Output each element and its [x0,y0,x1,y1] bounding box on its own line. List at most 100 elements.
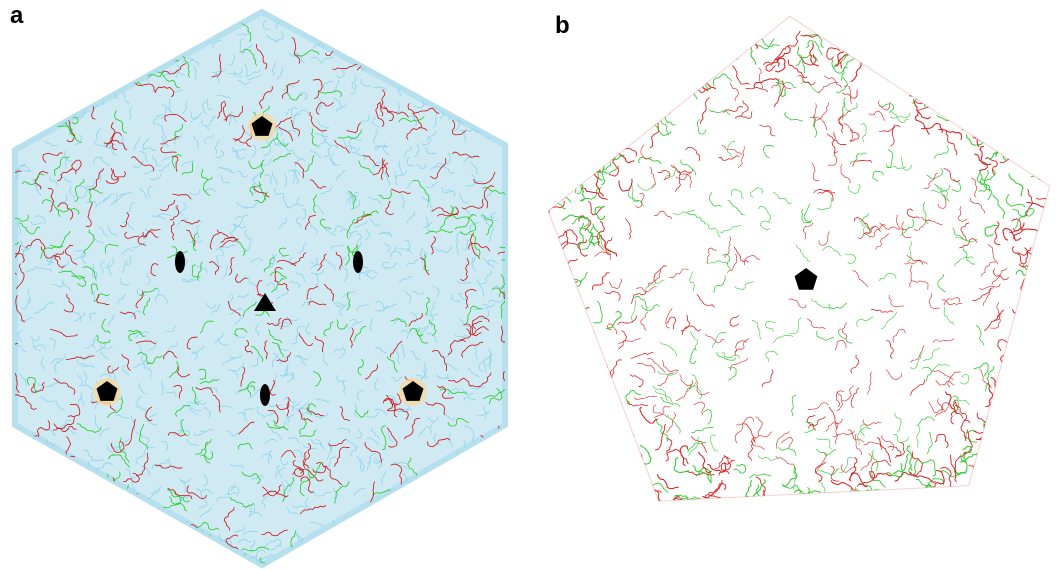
protein-trace [77,534,86,542]
protein-trace [76,79,89,83]
protein-trace [727,505,749,514]
protein-trace [428,51,437,61]
protein-trace [745,87,768,92]
protein-trace [727,254,737,273]
protein-trace [34,84,46,91]
protein-trace [625,218,631,239]
protein-trace [414,542,422,550]
protein-trace [44,493,57,498]
protein-trace [746,516,767,526]
protein-trace [1037,314,1060,322]
protein-trace [710,500,738,505]
protein-trace [816,516,839,525]
protein-trace [131,526,138,536]
protein-trace [703,410,712,425]
protein-trace [697,382,709,395]
protein-trace [853,160,872,166]
protein-trace [19,33,28,43]
protein-trace [426,32,435,42]
protein-trace [679,174,691,188]
protein-trace [971,178,977,198]
protein-trace [443,63,456,65]
protein-trace [824,528,845,541]
protein-trace [29,539,38,548]
protein-trace [980,122,998,141]
protein-trace [417,46,422,59]
protein-trace [918,48,944,56]
protein-trace [566,363,589,374]
protein-trace [743,522,759,539]
protein-trace [841,164,850,183]
protein-trace [709,192,721,206]
protein-trace [742,480,751,507]
protein-trace [202,15,208,28]
protein-trace [1042,231,1052,245]
protein-trace [1009,125,1012,152]
protein-trace [658,497,680,514]
protein-trace [478,494,491,499]
protein-trace [927,432,932,454]
protein-trace [944,307,954,326]
protein-trace [410,14,417,26]
protein-trace [1012,312,1025,336]
protein-trace [23,25,28,36]
protein-trace [722,352,740,358]
protein-trace [676,171,681,192]
protein-trace [94,542,101,549]
protein-trace [889,295,904,307]
protein-trace [197,563,210,569]
protein-trace [827,545,840,569]
protein-trace [245,1,253,13]
protein-trace [842,322,847,341]
protein-trace [710,435,718,451]
protein-trace [421,536,433,543]
protein-trace [614,146,635,163]
protein-trace [550,184,571,202]
protein-trace [51,489,54,502]
protein-trace [681,160,695,176]
protein-trace [486,454,489,468]
protein-trace [123,59,127,72]
protein-trace [905,495,912,521]
protein-trace [664,74,686,87]
protein-trace [751,38,757,64]
protein-trace [696,510,708,525]
protein-trace [472,514,484,523]
protein-trace [453,538,463,548]
protein-trace [781,438,792,449]
protein-trace [968,99,983,110]
protein-trace [968,87,977,109]
protein-trace [1033,415,1047,428]
protein-trace [361,39,372,56]
protein-trace [952,179,961,192]
protein-trace [863,420,882,426]
protein-trace [619,113,632,127]
protein-trace [699,452,712,473]
protein-trace [779,447,797,456]
protein-trace [895,442,904,458]
protein-trace [52,459,61,466]
protein-trace [919,71,933,93]
protein-trace [546,312,567,327]
protein-trace [882,435,894,451]
protein-trace [526,331,547,340]
protein-trace [850,130,860,142]
protein-trace [632,185,639,202]
protein-trace [996,136,1008,157]
protein-trace [100,25,105,37]
protein-trace [88,514,99,521]
protein-trace [919,47,935,67]
protein-trace [960,374,969,384]
protein-trace [621,431,632,455]
protein-trace [1008,415,1022,424]
protein-trace [90,489,93,502]
protein-trace [823,516,831,542]
protein-trace [865,509,883,527]
protein-trace [337,38,356,49]
protein-trace [405,27,410,39]
protein-trace [137,46,154,62]
protein-trace [710,502,722,522]
protein-trace [914,25,926,43]
protein-trace [886,370,902,380]
protein-trace [950,67,969,81]
